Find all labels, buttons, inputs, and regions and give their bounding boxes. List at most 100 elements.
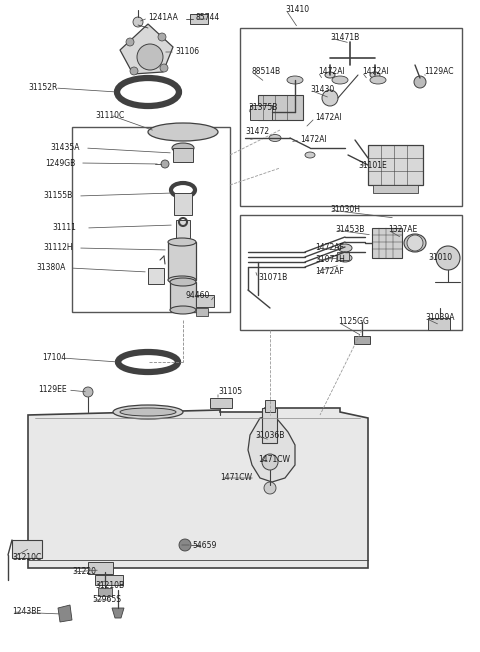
Bar [173,148,193,162]
Circle shape [407,235,423,251]
Circle shape [262,454,278,470]
Text: 31375B: 31375B [248,104,277,113]
Bar [354,336,370,344]
Polygon shape [28,408,368,568]
Text: 31030H: 31030H [330,205,360,215]
Text: 1249GB: 1249GB [45,158,75,168]
Text: 31106: 31106 [175,48,199,57]
Ellipse shape [325,72,335,78]
Text: 31380A: 31380A [36,263,65,273]
Text: 85744: 85744 [195,14,219,23]
Bar [372,228,402,258]
Text: 1472AF: 1472AF [315,267,344,276]
Text: 1472AI: 1472AI [315,113,342,123]
Circle shape [179,539,191,551]
Text: 52965S: 52965S [92,595,121,604]
Bar [240,28,462,206]
Bar [148,268,164,284]
Text: 1243BE: 1243BE [12,608,41,617]
Ellipse shape [305,152,315,158]
Ellipse shape [287,76,303,84]
Circle shape [126,38,134,46]
Text: 31101E: 31101E [358,160,387,170]
Text: 1472AI: 1472AI [318,68,345,76]
Text: 88514B: 88514B [252,68,281,76]
Circle shape [322,90,338,106]
Text: 31430: 31430 [310,85,334,95]
Ellipse shape [168,238,196,246]
Circle shape [264,482,276,494]
Bar [265,400,275,412]
Circle shape [133,17,143,27]
Text: 31155B: 31155B [43,192,72,201]
Text: 1129EE: 1129EE [38,385,67,394]
Bar [262,408,277,443]
Text: 1327AE: 1327AE [388,226,417,235]
Bar [258,95,303,120]
Bar [190,14,208,24]
Circle shape [160,64,168,72]
Text: 31210C: 31210C [12,554,41,563]
Text: 31111: 31111 [52,224,76,233]
Text: 31210B: 31210B [95,580,124,589]
Text: 31435A: 31435A [50,143,80,153]
Bar [12,540,42,558]
Text: 31036B: 31036B [255,430,284,439]
Circle shape [161,160,169,168]
Text: 54659: 54659 [192,541,216,550]
Ellipse shape [370,76,386,84]
Ellipse shape [170,278,196,286]
Text: 31110C: 31110C [96,110,125,119]
Ellipse shape [113,405,183,419]
Text: 1471CW: 1471CW [220,473,252,482]
Text: 94460: 94460 [185,291,209,299]
Circle shape [436,246,460,270]
Bar [174,193,192,215]
Text: 31112H: 31112H [43,243,72,252]
Circle shape [158,33,166,41]
Text: 1129AC: 1129AC [424,68,454,76]
Polygon shape [120,24,173,74]
Ellipse shape [370,72,380,78]
Bar [72,127,230,312]
Ellipse shape [338,244,352,252]
Bar [176,220,190,238]
Bar [88,562,113,574]
Text: 31039A: 31039A [425,314,455,323]
Text: 31152R: 31152R [28,83,58,93]
Ellipse shape [338,254,352,262]
Text: 31471B: 31471B [330,33,359,42]
Text: 1471CW: 1471CW [258,456,290,464]
Ellipse shape [170,306,196,314]
Ellipse shape [168,276,196,284]
Ellipse shape [172,143,194,153]
Text: 31105: 31105 [218,387,242,396]
Ellipse shape [148,123,218,141]
Circle shape [83,387,93,397]
Ellipse shape [269,134,281,141]
Polygon shape [58,605,72,622]
Ellipse shape [120,408,176,416]
Polygon shape [112,608,124,618]
Bar [373,185,418,193]
Bar [240,215,462,330]
Text: 31071H: 31071H [315,256,345,265]
Bar [210,398,232,408]
Bar [95,575,123,585]
Ellipse shape [332,76,348,84]
Polygon shape [248,416,295,482]
Text: 31010: 31010 [428,254,452,263]
Text: 31071B: 31071B [258,273,287,282]
Bar [428,318,450,330]
Text: 31453B: 31453B [335,226,364,235]
Bar [196,295,214,307]
Text: 1472AI: 1472AI [362,68,389,76]
Text: 1472AF: 1472AF [315,243,344,252]
Bar [368,145,423,185]
Circle shape [137,44,163,70]
Text: 31472: 31472 [245,128,269,136]
Text: 17104: 17104 [42,353,66,363]
Text: 1125GG: 1125GG [338,318,369,327]
Text: 1241AA: 1241AA [148,14,178,23]
Bar [168,242,196,280]
